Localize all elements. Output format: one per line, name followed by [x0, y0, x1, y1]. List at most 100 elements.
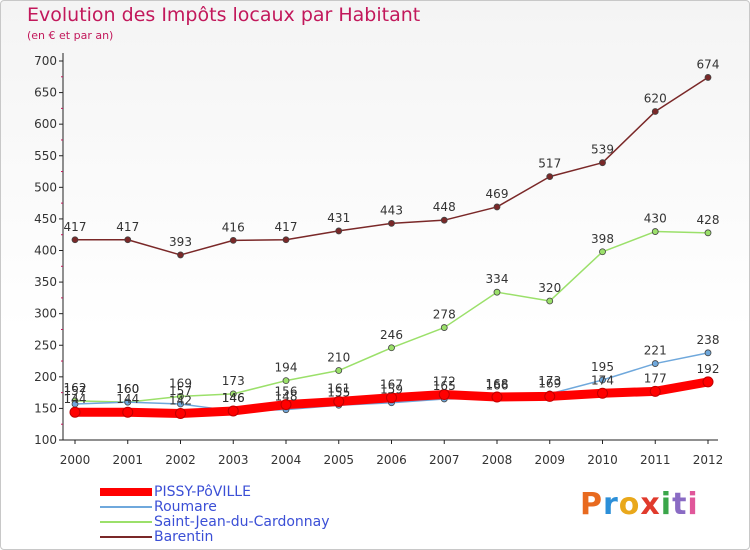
data-label: 165 [433, 379, 456, 393]
series-point-1 [651, 360, 659, 367]
series-point-2 [599, 248, 606, 256]
data-label: 428 [697, 213, 720, 227]
data-label: 246 [380, 328, 403, 342]
legend-label: Barentin [154, 529, 214, 545]
data-label: 417 [275, 220, 298, 234]
data-label: 146 [222, 391, 245, 405]
data-label: 144 [64, 392, 87, 406]
series-point-2 [282, 377, 290, 385]
series-point-2 [651, 228, 659, 235]
data-label: 177 [644, 371, 667, 385]
data-label: 173 [538, 374, 561, 388]
data-label: 417 [64, 220, 87, 234]
series-point-3 [493, 203, 501, 211]
legend-swatch [100, 521, 152, 523]
series-point-2 [388, 344, 395, 352]
series-point-2 [704, 229, 712, 237]
x-tick-label: 2004 [271, 453, 302, 467]
series-point-3 [599, 159, 606, 167]
series-point-0 [544, 390, 556, 402]
data-label: 161 [327, 381, 350, 395]
data-label: 174 [591, 373, 614, 387]
series-point-0 [649, 385, 661, 397]
y-tick-label: 350 [34, 275, 57, 289]
series-point-0 [227, 405, 239, 417]
data-label: 430 [644, 212, 667, 226]
data-label: 469 [486, 187, 509, 201]
series-point-0 [702, 376, 714, 388]
data-label: 169 [538, 376, 561, 390]
chart-title: Evolution des Impôts locaux par Habitant [27, 4, 421, 26]
data-label: 334 [486, 272, 509, 286]
data-label: 144 [116, 392, 139, 406]
data-label: 431 [327, 211, 350, 225]
data-label: 194 [275, 361, 298, 375]
series-point-2 [440, 324, 448, 331]
series-point-0 [597, 387, 608, 399]
series-point-0 [122, 406, 134, 418]
series-point-3 [229, 236, 237, 244]
y-tick-label: 100 [34, 433, 57, 447]
data-label: 210 [327, 351, 350, 365]
chart-subtitle: (en € et par an) [27, 29, 114, 42]
y-tick-label: 700 [34, 54, 57, 68]
series-point-3 [651, 108, 659, 115]
data-label: 173 [222, 374, 245, 388]
data-label: 142 [169, 393, 192, 407]
data-label: 157 [169, 384, 192, 398]
y-tick-label: 200 [34, 370, 57, 384]
y-tick-label: 500 [34, 180, 57, 194]
series-point-1 [599, 376, 606, 384]
data-label: 160 [116, 382, 139, 396]
data-label: 238 [697, 333, 720, 347]
legend-label: PISSY-PôVILLE [154, 484, 251, 500]
x-tick-label: 2000 [60, 453, 91, 467]
series-point-3 [388, 219, 395, 227]
series-point-3 [704, 74, 712, 81]
data-label: 167 [380, 378, 403, 392]
series-point-2 [546, 297, 554, 305]
data-label: 195 [591, 360, 614, 374]
series-point-0 [69, 406, 81, 418]
data-label: 674 [697, 57, 720, 71]
data-label: 221 [644, 344, 667, 358]
series-point-2 [177, 393, 184, 400]
x-tick-label: 2012 [693, 453, 724, 467]
y-tick-label: 450 [34, 212, 57, 226]
series-line-3 [74, 76, 709, 256]
series-point-0 [438, 389, 450, 401]
y-tick-label: 150 [34, 401, 57, 415]
data-label: 160 [116, 382, 139, 396]
x-tick-label: 2010 [587, 453, 618, 467]
data-label: 156 [275, 385, 298, 399]
data-label: 155 [327, 385, 350, 399]
x-tick-label: 2006 [376, 453, 407, 467]
data-label: 320 [538, 281, 561, 295]
y-tick-label: 250 [34, 338, 57, 352]
x-tick-label: 2005 [323, 453, 354, 467]
data-label: 539 [591, 143, 614, 157]
legend-label: Roumare [154, 499, 217, 515]
series-point-1 [124, 398, 132, 406]
series-point-3 [282, 236, 290, 244]
data-label: 443 [380, 203, 403, 217]
data-label: 517 [538, 157, 561, 171]
data-label: 159 [380, 383, 403, 397]
series-point-3 [124, 236, 132, 244]
series-point-1 [177, 400, 184, 408]
series-point-3 [546, 173, 554, 180]
data-label: 157 [64, 384, 87, 398]
data-label: 166 [486, 378, 509, 392]
data-label: 146 [222, 391, 245, 405]
x-tick-label: 2008 [482, 453, 513, 467]
data-label: 398 [591, 232, 614, 246]
x-tick-label: 2001 [112, 453, 143, 467]
series-point-0 [175, 407, 186, 419]
legend-swatch [100, 506, 152, 508]
series-point-3 [177, 251, 184, 259]
x-tick-label: 2007 [429, 453, 460, 467]
series-point-2 [335, 367, 343, 374]
y-tick-label: 550 [34, 149, 57, 163]
